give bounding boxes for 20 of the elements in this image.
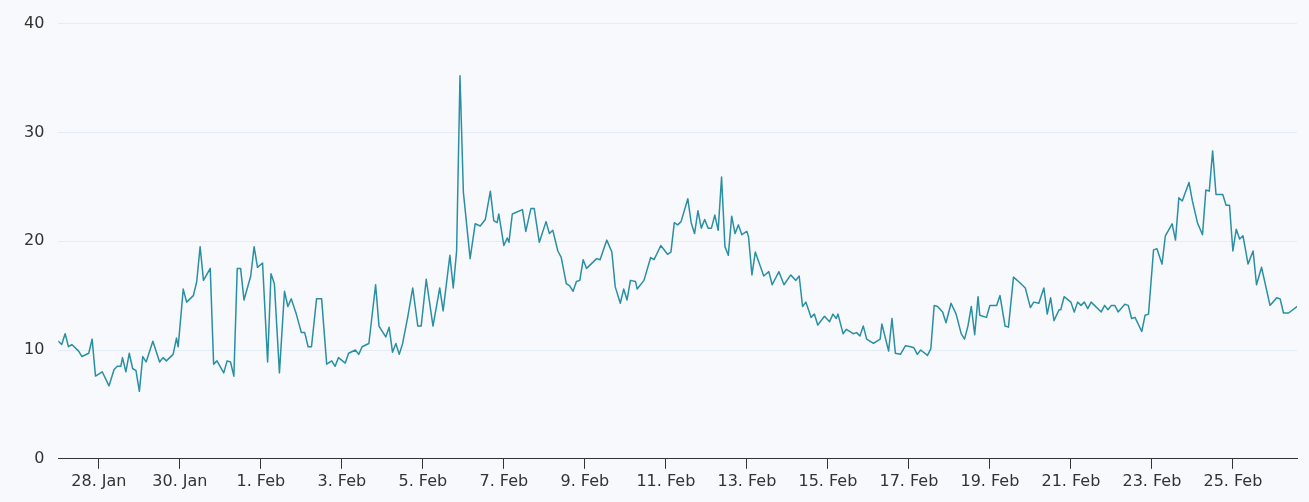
y-tick-label: 0 <box>34 447 45 467</box>
x-tick-label: 21. Feb <box>1041 470 1101 490</box>
x-tick-label: 30. Jan <box>152 470 208 490</box>
x-tick-label: 19. Feb <box>960 470 1020 490</box>
x-tick-label: 9. Feb <box>560 470 610 490</box>
y-tick-label: 20 <box>24 230 45 250</box>
x-tick-label: 5. Feb <box>398 470 448 490</box>
x-tick-label: 13. Feb <box>717 470 777 490</box>
y-tick-label: 10 <box>24 339 45 359</box>
x-tick-label: 3. Feb <box>317 470 367 490</box>
x-tick-label: 1. Feb <box>236 470 286 490</box>
x-tick-label: 11. Feb <box>636 470 696 490</box>
y-tick-label: 40 <box>24 12 45 32</box>
x-tick-label: 7. Feb <box>479 470 529 490</box>
x-tick-label: 23. Feb <box>1122 470 1182 490</box>
x-tick-label: 28. Jan <box>71 470 127 490</box>
x-tick-label: 17. Feb <box>879 470 939 490</box>
x-tick-label: 25. Feb <box>1203 470 1263 490</box>
y-tick-label: 30 <box>24 121 45 141</box>
x-tick-label: 15. Feb <box>798 470 858 490</box>
